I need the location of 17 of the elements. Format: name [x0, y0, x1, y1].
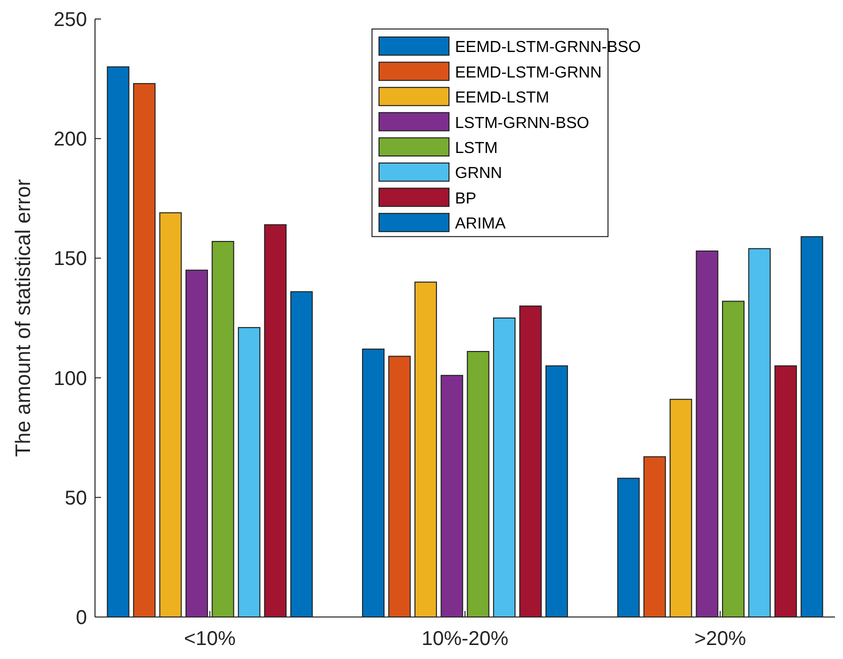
legend-label: ARIMA — [455, 216, 506, 233]
legend-label: EEMD-LSTM-GRNN — [455, 64, 602, 82]
x-tick-label: >20% — [694, 628, 746, 650]
y-tick-label: 200 — [54, 128, 87, 151]
y-tick-label: 250 — [54, 9, 87, 31]
legend-label: LSTM — [455, 140, 498, 157]
x-tick-label: 10%-20% — [422, 628, 509, 650]
legend-label: GRNN — [455, 165, 502, 182]
y-tick-label: 100 — [54, 368, 87, 390]
x-tick-label: <10% — [184, 628, 236, 650]
y-tick-label: 50 — [64, 487, 87, 510]
legend-label: BP — [455, 190, 476, 208]
y-tick-label: 150 — [54, 248, 87, 270]
legend-label: LSTM-GRNN-BSO — [455, 114, 590, 132]
y-axis-title: The amount of statistical error — [12, 179, 35, 457]
legend-label: EEMD-LSTM — [455, 90, 550, 107]
y-tick-label: 0 — [76, 607, 87, 629]
